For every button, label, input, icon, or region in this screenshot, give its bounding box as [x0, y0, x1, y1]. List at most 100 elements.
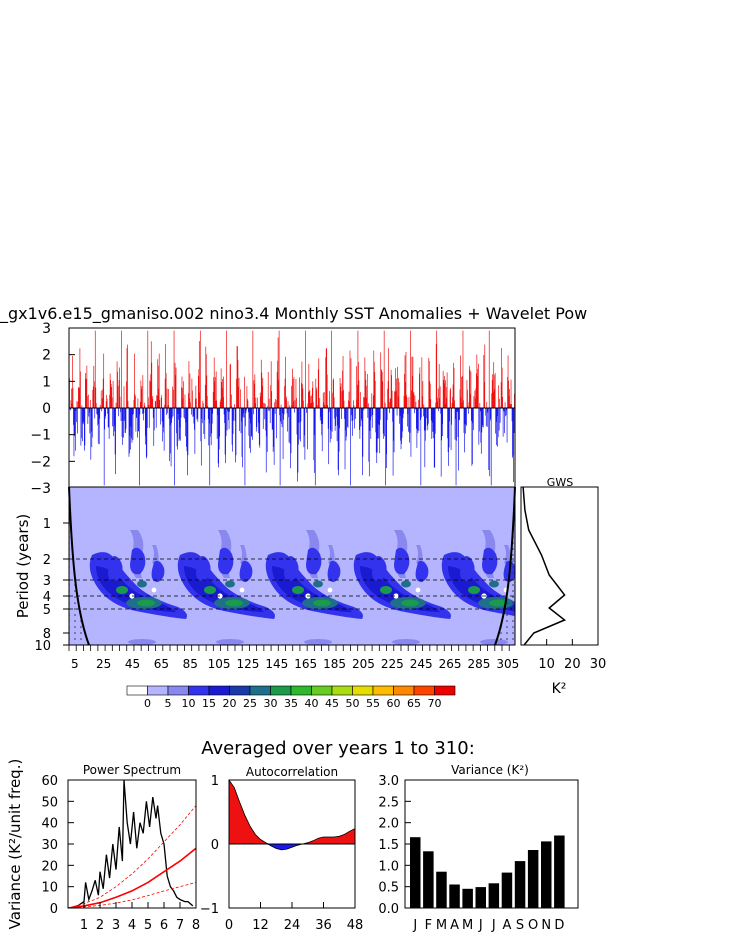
colorbar-label: 50 [346, 697, 360, 710]
power-spectrum-y-axis: 0 10 20 30 40 50 60 [41, 774, 74, 917]
significance-dashed-lines [69, 558, 515, 610]
wavelet-y-tick-label: 4 [43, 590, 51, 605]
wavelet-core [401, 599, 419, 607]
cone-line-right [494, 486, 516, 646]
variance-x-tick-label: A [450, 918, 459, 933]
wavelet-lobe [151, 560, 165, 582]
wavelet-hotspot [468, 586, 480, 594]
wavelet-y-tick-label: 1 [43, 517, 51, 532]
gws-x-tick-label: 10 [538, 657, 555, 672]
colorbar-label: 55 [366, 697, 380, 710]
autocorrelation-panel: Autocorrelation 1 0 −1 0 12 24 36 48 [200, 765, 363, 933]
variance-bar [449, 884, 460, 908]
wavelet-hotspot [225, 580, 235, 588]
colorbar-swatch [126, 685, 148, 696]
wavelet-lobe [372, 556, 387, 581]
sst-y-tick-label: −3 [30, 481, 51, 497]
colorbar-swatch [311, 685, 333, 696]
colorbar-label: 15 [202, 697, 216, 710]
variance-x-tick-label: M [462, 918, 473, 933]
wavelet-hotspot [401, 580, 411, 588]
ps-y-tick-label: 10 [41, 881, 58, 896]
variance-x-tick-label: M [436, 918, 447, 933]
wavelet-x-tick-label: 45 [125, 657, 140, 671]
colorbar-label: 40 [305, 697, 319, 710]
variance-x-tick-label: D [554, 918, 564, 933]
variance-bar [501, 872, 513, 908]
ps-x-tick-label: 5 [144, 918, 152, 933]
gws-x-axis: 10 20 30 [538, 639, 606, 672]
ac-y-tick-label: 1 [211, 774, 219, 789]
wavelet-low-spot [327, 587, 333, 593]
wavelet-hotspot [204, 586, 216, 594]
variance-y-tick-label: 1.0 [378, 859, 399, 874]
autocorrelation-x-axis: 0 12 24 36 48 [225, 902, 363, 933]
ps-x-tick-label: 6 [160, 918, 168, 933]
variance-x-tick-label: N [541, 918, 551, 933]
power-spectrum-line [69, 780, 194, 908]
wavelet-low-spot [151, 587, 157, 593]
colorbar-label: 70 [428, 697, 442, 710]
colorbar-label: 5 [165, 697, 172, 710]
sst-y-tick-label: 0 [42, 401, 51, 417]
colorbar-swatch [434, 685, 456, 696]
bottom-title: Averaged over years 1 to 310: [201, 738, 475, 759]
sst-y-tick-label: 1 [42, 374, 51, 390]
power-spectrum-title: Power Spectrum [83, 763, 181, 777]
variance-bar [554, 835, 565, 908]
ac-y-tick-label: −1 [200, 902, 219, 917]
wavelet-core [489, 599, 507, 607]
ac-x-tick-label: 36 [315, 918, 332, 933]
autocorrelation-title: Autocorrelation [246, 765, 338, 779]
autocorrelation-line [228, 779, 356, 851]
wavelet-wisp [416, 545, 423, 565]
cone-line-left [68, 486, 90, 646]
gws-title: GWS [547, 476, 573, 489]
colorbar-swatch [413, 685, 435, 696]
wavelet-faint-patch [304, 639, 332, 645]
ac-x-tick-label: 24 [284, 918, 301, 933]
ps-y-tick-label: 40 [41, 817, 58, 832]
wavelet-x-tick-label: 65 [154, 657, 169, 671]
sst-y-tick-label: 2 [42, 348, 51, 364]
variance-y-tick-label: 0.5 [378, 881, 399, 896]
wavelet-faint-patch [216, 639, 244, 645]
significance-curve [68, 847, 196, 908]
variance-x-tick-label: O [528, 918, 538, 933]
autocorrelation-y-axis: 1 0 −1 [200, 774, 235, 917]
sst-y-axis: 3 2 1 0 −1 −2 −3 [30, 321, 75, 497]
variance-bar [541, 841, 552, 908]
ac-y-tick-label: 0 [211, 838, 219, 853]
wavelet-hotspot [116, 586, 128, 594]
colorbar-label: 45 [325, 697, 339, 710]
wavelet-x-axis: 5 25 45 65 85 105 125 145 165 185 205 225 245 265 285 3… [68, 645, 519, 671]
power-spectrum-y-axis-label: Variance (K²/unit freq.) [6, 759, 24, 930]
wavelet-faint-patch [128, 639, 156, 645]
wavelet-hotspot [292, 586, 304, 594]
ac-x-tick-label: 12 [252, 918, 269, 933]
wavelet-core [225, 599, 243, 607]
wavelet-x-tick-label: 285 [467, 657, 490, 671]
wavelet-low-spot [239, 587, 245, 593]
wavelet-low-spot [393, 593, 399, 599]
wavelet-x-tick-label: 145 [265, 657, 288, 671]
variance-y-tick-label: 2.5 [378, 795, 399, 810]
colorbar-swatch [393, 685, 415, 696]
colorbar-swatch [167, 685, 189, 696]
sst-positive-bars [69, 330, 515, 408]
wavelet-x-tick-label: 85 [183, 657, 198, 671]
wavelet-lobe [415, 560, 429, 582]
cone-of-influence-right [495, 487, 515, 645]
colorbar-label: 60 [387, 697, 401, 710]
autocorrelation-positive-area [229, 780, 355, 844]
colorbar-swatch [331, 685, 353, 696]
colorbar-swatch [188, 685, 210, 696]
ps-x-tick-label: 3 [112, 918, 120, 933]
ps-y-tick-label: 30 [41, 838, 58, 853]
sst-y-tick-label: −2 [30, 454, 51, 470]
colorbar-swatch [208, 685, 230, 696]
wavelet-x-tick-label: 25 [96, 657, 111, 671]
